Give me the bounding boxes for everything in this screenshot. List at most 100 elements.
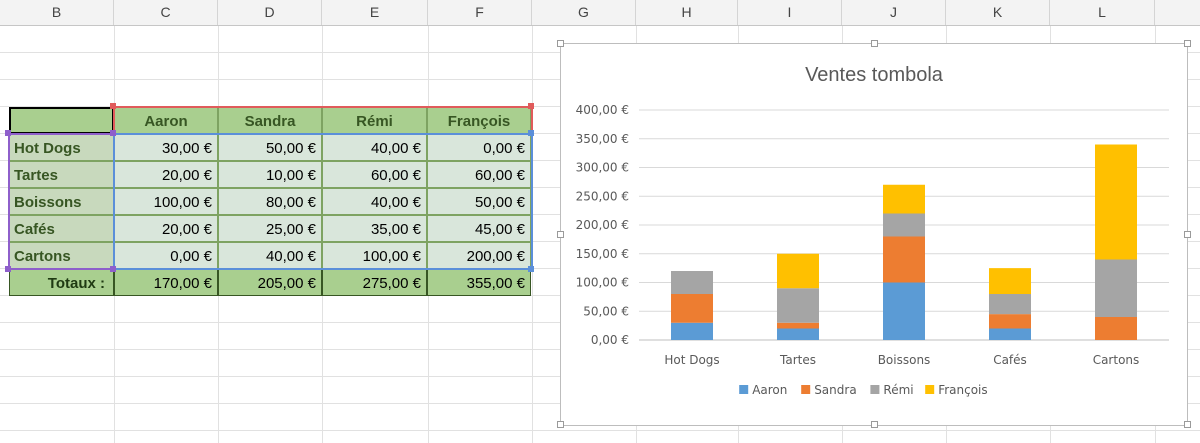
table-cell[interactable]: 0,00 € — [114, 242, 218, 269]
table-cell[interactable]: 45,00 € — [427, 215, 531, 242]
legend-swatch — [739, 385, 749, 394]
y-tick-label: 250,00 € — [576, 189, 629, 203]
bar-aaron — [989, 328, 1031, 340]
legend-label: François — [938, 383, 987, 397]
column-header-f[interactable]: F — [428, 0, 532, 25]
legend-label: Sandra — [814, 383, 856, 397]
range-handle[interactable] — [528, 266, 534, 272]
column-header-c[interactable]: C — [114, 0, 218, 25]
range-handle[interactable] — [528, 130, 534, 136]
bar-remi — [1095, 259, 1137, 317]
bar-remi — [883, 213, 925, 237]
table-cell[interactable]: 10,00 € — [218, 161, 322, 188]
x-tick-label: Cartons — [1093, 353, 1140, 367]
bar-aaron — [777, 328, 819, 340]
table-cell[interactable]: 100,00 € — [114, 188, 218, 215]
y-tick-label: 100,00 € — [576, 276, 629, 290]
totals-label[interactable]: Totaux : — [9, 269, 114, 296]
total-cell[interactable]: 275,00 € — [322, 269, 427, 296]
table-cell[interactable]: 30,00 € — [114, 134, 218, 161]
chart-resize-handle[interactable] — [1184, 40, 1191, 47]
total-cell[interactable]: 205,00 € — [218, 269, 322, 296]
chart-resize-handle[interactable] — [557, 231, 564, 238]
table-cell[interactable]: 50,00 € — [427, 188, 531, 215]
chart-resize-handle[interactable] — [871, 40, 878, 47]
range-handle[interactable] — [110, 130, 116, 136]
y-tick-label: 0,00 € — [591, 333, 629, 347]
bar-francois — [989, 268, 1031, 294]
table-cell[interactable]: 0,00 € — [427, 134, 531, 161]
legend-swatch — [870, 385, 880, 394]
chart-area[interactable]: Ventes tombola 0,00 € 50,00 € 100,00 € 150,… — [557, 40, 1191, 428]
y-tick-label: 300,00 € — [576, 161, 629, 175]
header-cell-francois[interactable]: François — [427, 107, 531, 134]
column-header-k[interactable]: K — [946, 0, 1050, 25]
legend-swatch — [925, 385, 935, 394]
table-corner-cell[interactable] — [9, 107, 114, 134]
range-handle[interactable] — [110, 103, 116, 109]
column-header-d[interactable]: D — [218, 0, 322, 25]
y-tick-label: 350,00 € — [576, 132, 629, 146]
column-header-h[interactable]: H — [636, 0, 738, 25]
x-tick-label: Boissons — [878, 353, 931, 367]
header-cell-aaron[interactable]: Aaron — [114, 107, 218, 134]
chart-resize-handle[interactable] — [1184, 421, 1191, 428]
table-cell[interactable]: 40,00 € — [322, 134, 427, 161]
chart-resize-handle[interactable] — [557, 421, 564, 428]
table-cell[interactable]: 20,00 € — [114, 161, 218, 188]
column-header-j[interactable]: J — [842, 0, 946, 25]
total-cell[interactable]: 355,00 € — [427, 269, 531, 296]
table-cell[interactable]: 50,00 € — [218, 134, 322, 161]
bar-aaron — [671, 322, 713, 340]
bar-aaron — [883, 282, 925, 340]
table-cell[interactable]: 40,00 € — [322, 188, 427, 215]
bar-francois — [883, 184, 925, 214]
chart-title[interactable]: Ventes tombola — [805, 64, 943, 86]
legend-label: Rémi — [883, 383, 913, 397]
column-header-e[interactable]: E — [322, 0, 428, 25]
table-cell[interactable]: 35,00 € — [322, 215, 427, 242]
table-cell[interactable]: 80,00 € — [218, 188, 322, 215]
bar-sandra — [883, 236, 925, 283]
column-header-g[interactable]: G — [532, 0, 636, 25]
table-cell[interactable]: 60,00 € — [322, 161, 427, 188]
row-label-hot-dogs[interactable]: Hot Dogs — [9, 134, 114, 161]
chart-resize-handle[interactable] — [1184, 231, 1191, 238]
row-label-boissons[interactable]: Boissons — [9, 188, 114, 215]
table-cell[interactable]: 200,00 € — [427, 242, 531, 269]
y-tick-label: 50,00 € — [583, 304, 629, 318]
table-cell[interactable]: 20,00 € — [114, 215, 218, 242]
table-cell[interactable]: 25,00 € — [218, 215, 322, 242]
x-tick-label: Tartes — [779, 353, 816, 367]
column-header-b[interactable]: B — [0, 0, 114, 25]
row-label-cafes[interactable]: Cafés — [9, 215, 114, 242]
total-cell[interactable]: 170,00 € — [114, 269, 218, 296]
range-handle[interactable] — [110, 266, 116, 272]
bar-remi — [671, 271, 713, 294]
column-header-i[interactable]: I — [738, 0, 842, 25]
row-label-tartes[interactable]: Tartes — [9, 161, 114, 188]
y-tick-label: 150,00 € — [576, 247, 629, 261]
grid-column-line — [532, 26, 533, 443]
x-tick-label: Hot Dogs — [664, 353, 719, 367]
bar-remi — [777, 288, 819, 323]
stacked-bar-chart[interactable]: 0,00 € 50,00 € 100,00 € 150,00 € 200,00 € 250… — [561, 44, 1187, 425]
bar-sandra — [777, 322, 819, 329]
grid-row-line — [0, 430, 1200, 431]
header-cell-remi[interactable]: Rémi — [322, 107, 427, 134]
y-tick-label: 400,00 € — [576, 103, 629, 117]
chart-resize-handle[interactable] — [871, 421, 878, 428]
y-tick-label: 200,00 € — [576, 218, 629, 232]
table-cell[interactable]: 60,00 € — [427, 161, 531, 188]
range-handle[interactable] — [528, 103, 534, 109]
range-handle[interactable] — [5, 266, 11, 272]
row-label-cartons[interactable]: Cartons — [9, 242, 114, 269]
column-header-l[interactable]: L — [1050, 0, 1155, 25]
range-handle[interactable] — [5, 130, 11, 136]
header-cell-sandra[interactable]: Sandra — [218, 107, 322, 134]
table-cell[interactable]: 100,00 € — [322, 242, 427, 269]
table-cell[interactable]: 40,00 € — [218, 242, 322, 269]
bar-sandra — [671, 294, 713, 323]
chart-resize-handle[interactable] — [557, 40, 564, 47]
